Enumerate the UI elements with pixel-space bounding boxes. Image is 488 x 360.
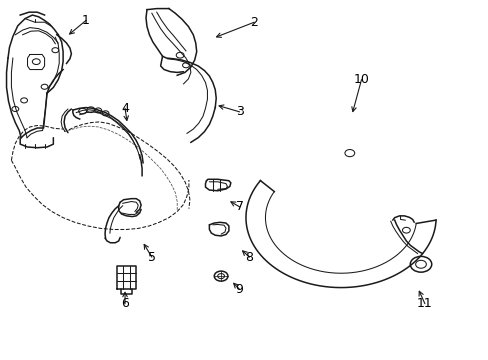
- Text: 6: 6: [121, 297, 129, 310]
- Text: 3: 3: [235, 105, 243, 118]
- Text: 4: 4: [121, 102, 129, 115]
- Text: 8: 8: [245, 251, 253, 264]
- Text: 9: 9: [235, 283, 243, 296]
- Text: 5: 5: [147, 251, 156, 264]
- Text: 2: 2: [250, 16, 258, 29]
- Text: 1: 1: [82, 14, 90, 27]
- Text: 10: 10: [353, 73, 369, 86]
- Text: 7: 7: [235, 201, 243, 213]
- Text: 11: 11: [416, 297, 432, 310]
